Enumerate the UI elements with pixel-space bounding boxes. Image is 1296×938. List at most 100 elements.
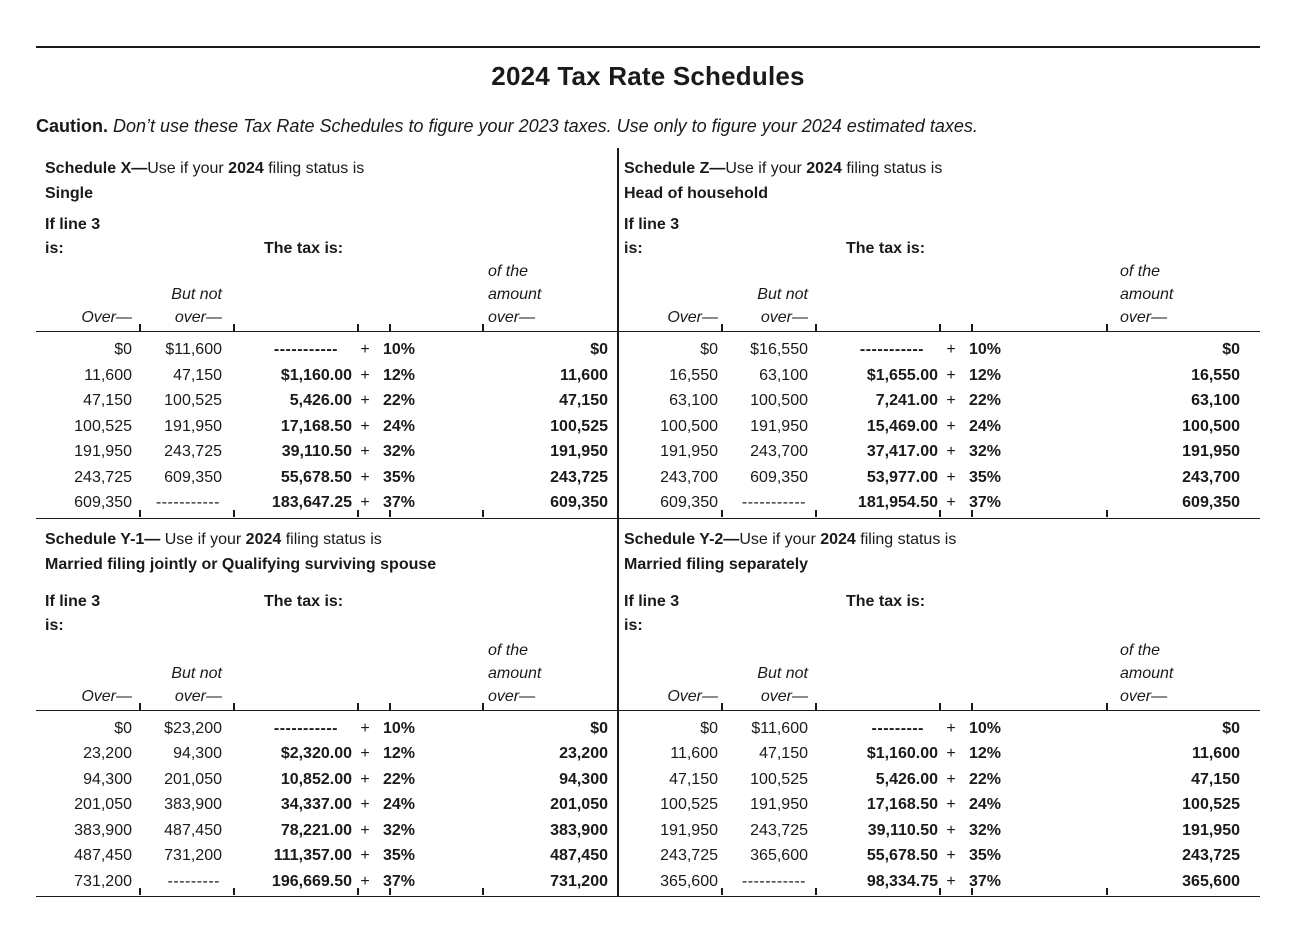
schedule-z-after-year: filing status is (841, 160, 943, 177)
schedule-y1-column-headers: Over— But not over— of the amount over— (36, 638, 618, 710)
tax-bracket-row: 609,350 ----------- 181,954.50 +37% 609,350 (630, 490, 1240, 516)
cell-tax: 15,469.00 (866, 417, 938, 435)
cell-amount: 243,725 (1182, 847, 1240, 864)
schedule-y2-quadrant: Schedule Y-2—Use if your 2024 filing sta… (618, 519, 1260, 897)
schedule-x-if-line: If line 3 is: The tax is: (36, 206, 618, 261)
cell-amount: 191,950 (1182, 443, 1240, 460)
schedule-z-title: Schedule Z—Use if your 2024 filing statu… (618, 148, 1260, 206)
column-tick (389, 509, 391, 517)
cell-plus: + (360, 417, 370, 435)
cell-rate: 37% (969, 494, 1002, 511)
of-amount-over-header: of the amount over— (1016, 260, 1240, 329)
cell-rate: 22% (969, 770, 1002, 788)
cell-butnot: --------- (167, 872, 220, 890)
cell-rate: 12% (969, 745, 1002, 762)
cell-butnot: 243,725 (750, 821, 808, 839)
if-line-3-label: If line 3 is: (45, 590, 618, 638)
cell-rate: 24% (969, 796, 1002, 813)
column-tick (389, 702, 391, 710)
cell-tax: ----------- (273, 341, 338, 358)
cell-rate: 22% (383, 392, 416, 409)
is-text: is: (624, 616, 643, 634)
of-the-text: of the (488, 263, 529, 280)
schedule-x-column-headers: Over— But not over— of the amount over— (36, 261, 618, 331)
over-text: over— (174, 309, 222, 326)
cell-over: 191,950 (74, 443, 132, 460)
cell-plus: + (360, 341, 370, 358)
cell-butnot: 731,200 (164, 847, 222, 864)
cell-plus: + (360, 366, 370, 384)
tax-bracket-row: 11,600 47,150 $1,160.00 +12% 11,600 (44, 363, 608, 389)
the-tax-is-label: The tax is: (264, 240, 344, 257)
cell-amount: 365,600 (1182, 872, 1240, 890)
tax-bracket-row: 243,725 609,350 55,678.50 +35% 243,725 (44, 465, 608, 491)
cell-plus: + (946, 341, 956, 358)
tax-bracket-row: 191,950 243,700 37,417.00 +32% 191,950 (630, 439, 1240, 465)
cell-plus: + (360, 719, 370, 737)
cell-rate: 10% (969, 341, 1002, 358)
schedule-x-name: Schedule X— (45, 160, 148, 177)
schedule-y2-filing-status: Married filing separately (624, 555, 809, 573)
column-tick (482, 888, 484, 895)
if-line-3-label: If line 3 is: (624, 590, 1260, 638)
cell-over: 100,500 (660, 417, 718, 435)
cell-butnot: 609,350 (750, 468, 808, 486)
tax-bracket-row: 487,450 731,200 111,357.00 +35% 487,450 (44, 843, 608, 869)
schedule-y2-after-year: filing status is (855, 530, 957, 548)
column-tick (482, 702, 484, 710)
cell-butnot: $11,600 (165, 341, 222, 358)
schedule-y2-title-line: Schedule Y-2—Use if your 2024 filing sta… (624, 527, 1260, 552)
cell-amount: 63,100 (1191, 392, 1240, 409)
over-text: over— (1120, 309, 1168, 326)
cell-tax: 34,337.00 (280, 796, 352, 813)
cell-rate: 32% (969, 443, 1002, 460)
cell-tax: 55,678.50 (280, 468, 352, 486)
over-header: Over— (81, 309, 132, 326)
tax-bracket-row: 191,950 243,725 39,110.50 +32% 191,950 (44, 439, 608, 465)
tax-bracket-row: 100,525 191,950 17,168.50 +24% 100,525 (630, 792, 1240, 818)
cell-over: 47,150 (83, 392, 132, 409)
column-tick (939, 509, 941, 517)
cell-plus: + (946, 719, 956, 737)
cell-butnot: 94,300 (173, 745, 222, 762)
cell-butnot: 365,600 (750, 847, 808, 864)
tax-bracket-row: $0 $11,600 ----------- +10% $0 (44, 337, 608, 363)
of-amount-over-header: of the amount over— (430, 639, 608, 708)
tax-bracket-row: 191,950 243,725 39,110.50 +32% 191,950 (630, 818, 1240, 844)
tax-bracket-row: $0 $11,600 --------- +10% $0 (630, 716, 1240, 742)
cell-tax: 39,110.50 (867, 821, 938, 839)
cell-tax: 17,168.50 (866, 796, 938, 813)
over-header: Over— (667, 309, 718, 326)
cell-rate: 37% (383, 494, 416, 511)
schedule-x-quadrant: Schedule X—Use if your 2024 filing statu… (36, 148, 618, 519)
cell-rate: 37% (383, 872, 416, 890)
the-tax-is-label: The tax is: (846, 240, 926, 257)
cell-over: $0 (700, 719, 718, 737)
cell-rate: 32% (383, 821, 416, 839)
over-text: over— (488, 687, 536, 705)
column-tick (139, 324, 141, 331)
of-amount-over-block: of the amount over— (1120, 639, 1240, 708)
cell-tax: $1,160.00 (280, 366, 352, 384)
cell-plus: + (360, 494, 370, 511)
cell-rate: 32% (383, 443, 416, 460)
cell-butnot: 100,525 (750, 770, 808, 788)
cell-plus: + (946, 494, 956, 511)
schedule-x-bracket-table: $0 $11,600 ----------- +10% $0 11,600 47,150 $1… (36, 324, 618, 519)
caution-note: Caution. Don’t use these Tax Rate Schedu… (36, 114, 1260, 138)
schedule-z-year: 2024 (806, 160, 842, 177)
cell-plus: + (360, 872, 370, 890)
column-tick (721, 509, 723, 517)
cell-rate: 35% (969, 847, 1002, 864)
cell-over: 100,525 (660, 796, 718, 813)
cell-amount: 191,950 (550, 443, 608, 460)
cell-amount: 11,600 (559, 366, 608, 384)
if-line-3-text: If line 3 (624, 592, 680, 610)
amount-text: amount (488, 286, 542, 303)
cell-tax: ----------- (859, 341, 924, 358)
cell-amount: 47,150 (1191, 770, 1240, 788)
cell-over: 11,600 (84, 366, 132, 384)
of-the-text: of the (488, 641, 529, 659)
cell-tax: 111,357.00 (273, 847, 352, 864)
